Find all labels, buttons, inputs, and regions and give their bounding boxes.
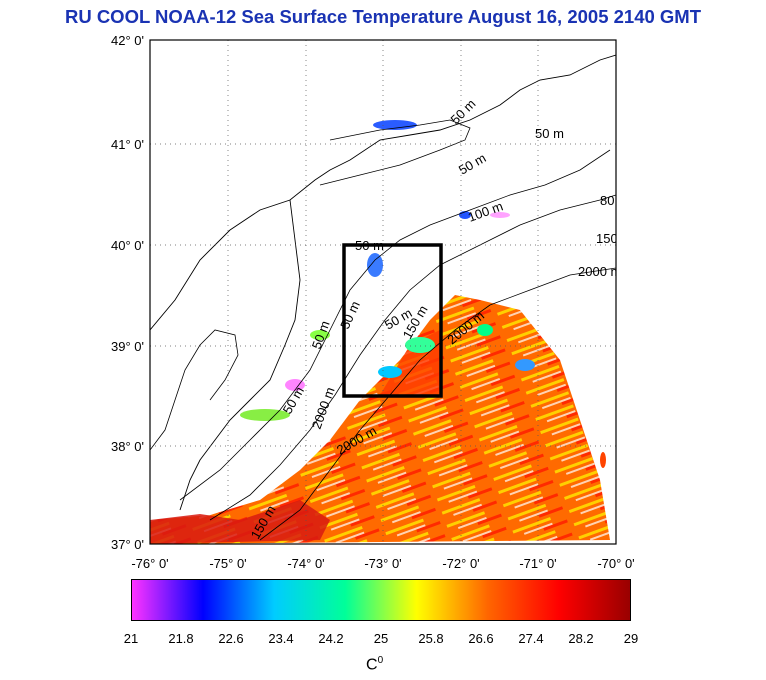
colorbar-tick: 25.8 <box>418 631 444 646</box>
lat-label: 41° 0' <box>111 137 144 152</box>
study-box <box>342 243 443 398</box>
sst-cool-patches <box>240 120 606 468</box>
lat-label: 42° 0' <box>111 33 144 48</box>
colorbar-tick: 29 <box>623 631 639 646</box>
lon-label: -73° 0' <box>364 556 401 571</box>
coastline-bay <box>150 329 239 451</box>
map-border <box>149 39 617 545</box>
lat-label: 38° 0' <box>111 439 144 454</box>
lon-label: -71° 0' <box>519 556 556 571</box>
colorbar-tick: 24.2 <box>318 631 344 646</box>
lon-label: -75° 0' <box>209 556 246 571</box>
colorbar-tick: 28.2 <box>568 631 594 646</box>
colorbar-tick: 21.8 <box>168 631 194 646</box>
lon-axis-labels: -76° 0' -75° 0' -74° 0' -73° 0' -72° 0' … <box>131 556 634 571</box>
coastline-nj <box>179 199 301 511</box>
contour-100m <box>209 194 616 521</box>
lon-label: -70° 0' <box>597 556 634 571</box>
map-title: RU COOL NOAA-12 Sea Surface Temperature … <box>64 6 702 27</box>
lat-label: 37° 0' <box>111 537 144 552</box>
contour-2000m <box>259 267 616 541</box>
colorbar-tick: 22.6 <box>218 631 244 646</box>
colorbar-tick: 23.4 <box>268 631 294 646</box>
svg-text:150 m: 150 m <box>596 231 632 246</box>
sst-colorbar <box>131 579 631 621</box>
lat-label: 40° 0' <box>111 238 144 253</box>
svg-text:50 m: 50 m <box>535 126 564 141</box>
contour-50m <box>179 149 611 501</box>
coastline <box>150 54 616 331</box>
lat-axis-labels: 42° 0' 41° 0' 40° 0' 39° 0' 38° 0' 37° 0… <box>111 33 144 552</box>
svg-text:80 m: 80 m <box>600 193 629 208</box>
sst-hot-region <box>150 500 330 544</box>
colorbar-tick: 21 <box>123 631 139 646</box>
lat-label: 39° 0' <box>111 339 144 354</box>
lon-label: -76° 0' <box>131 556 168 571</box>
coastline-li <box>319 119 471 186</box>
grid <box>150 40 616 544</box>
colorbar-tick: 27.4 <box>518 631 544 646</box>
colorbar-tick: 25 <box>373 631 389 646</box>
colorbar-tick: 26.6 <box>468 631 494 646</box>
svg-text:2000 m: 2000 m <box>578 264 621 279</box>
lon-label: -74° 0' <box>287 556 324 571</box>
sst-warm-region <box>150 295 610 544</box>
lon-label: -72° 0' <box>442 556 479 571</box>
colorbar-unit: C0 <box>366 655 384 674</box>
